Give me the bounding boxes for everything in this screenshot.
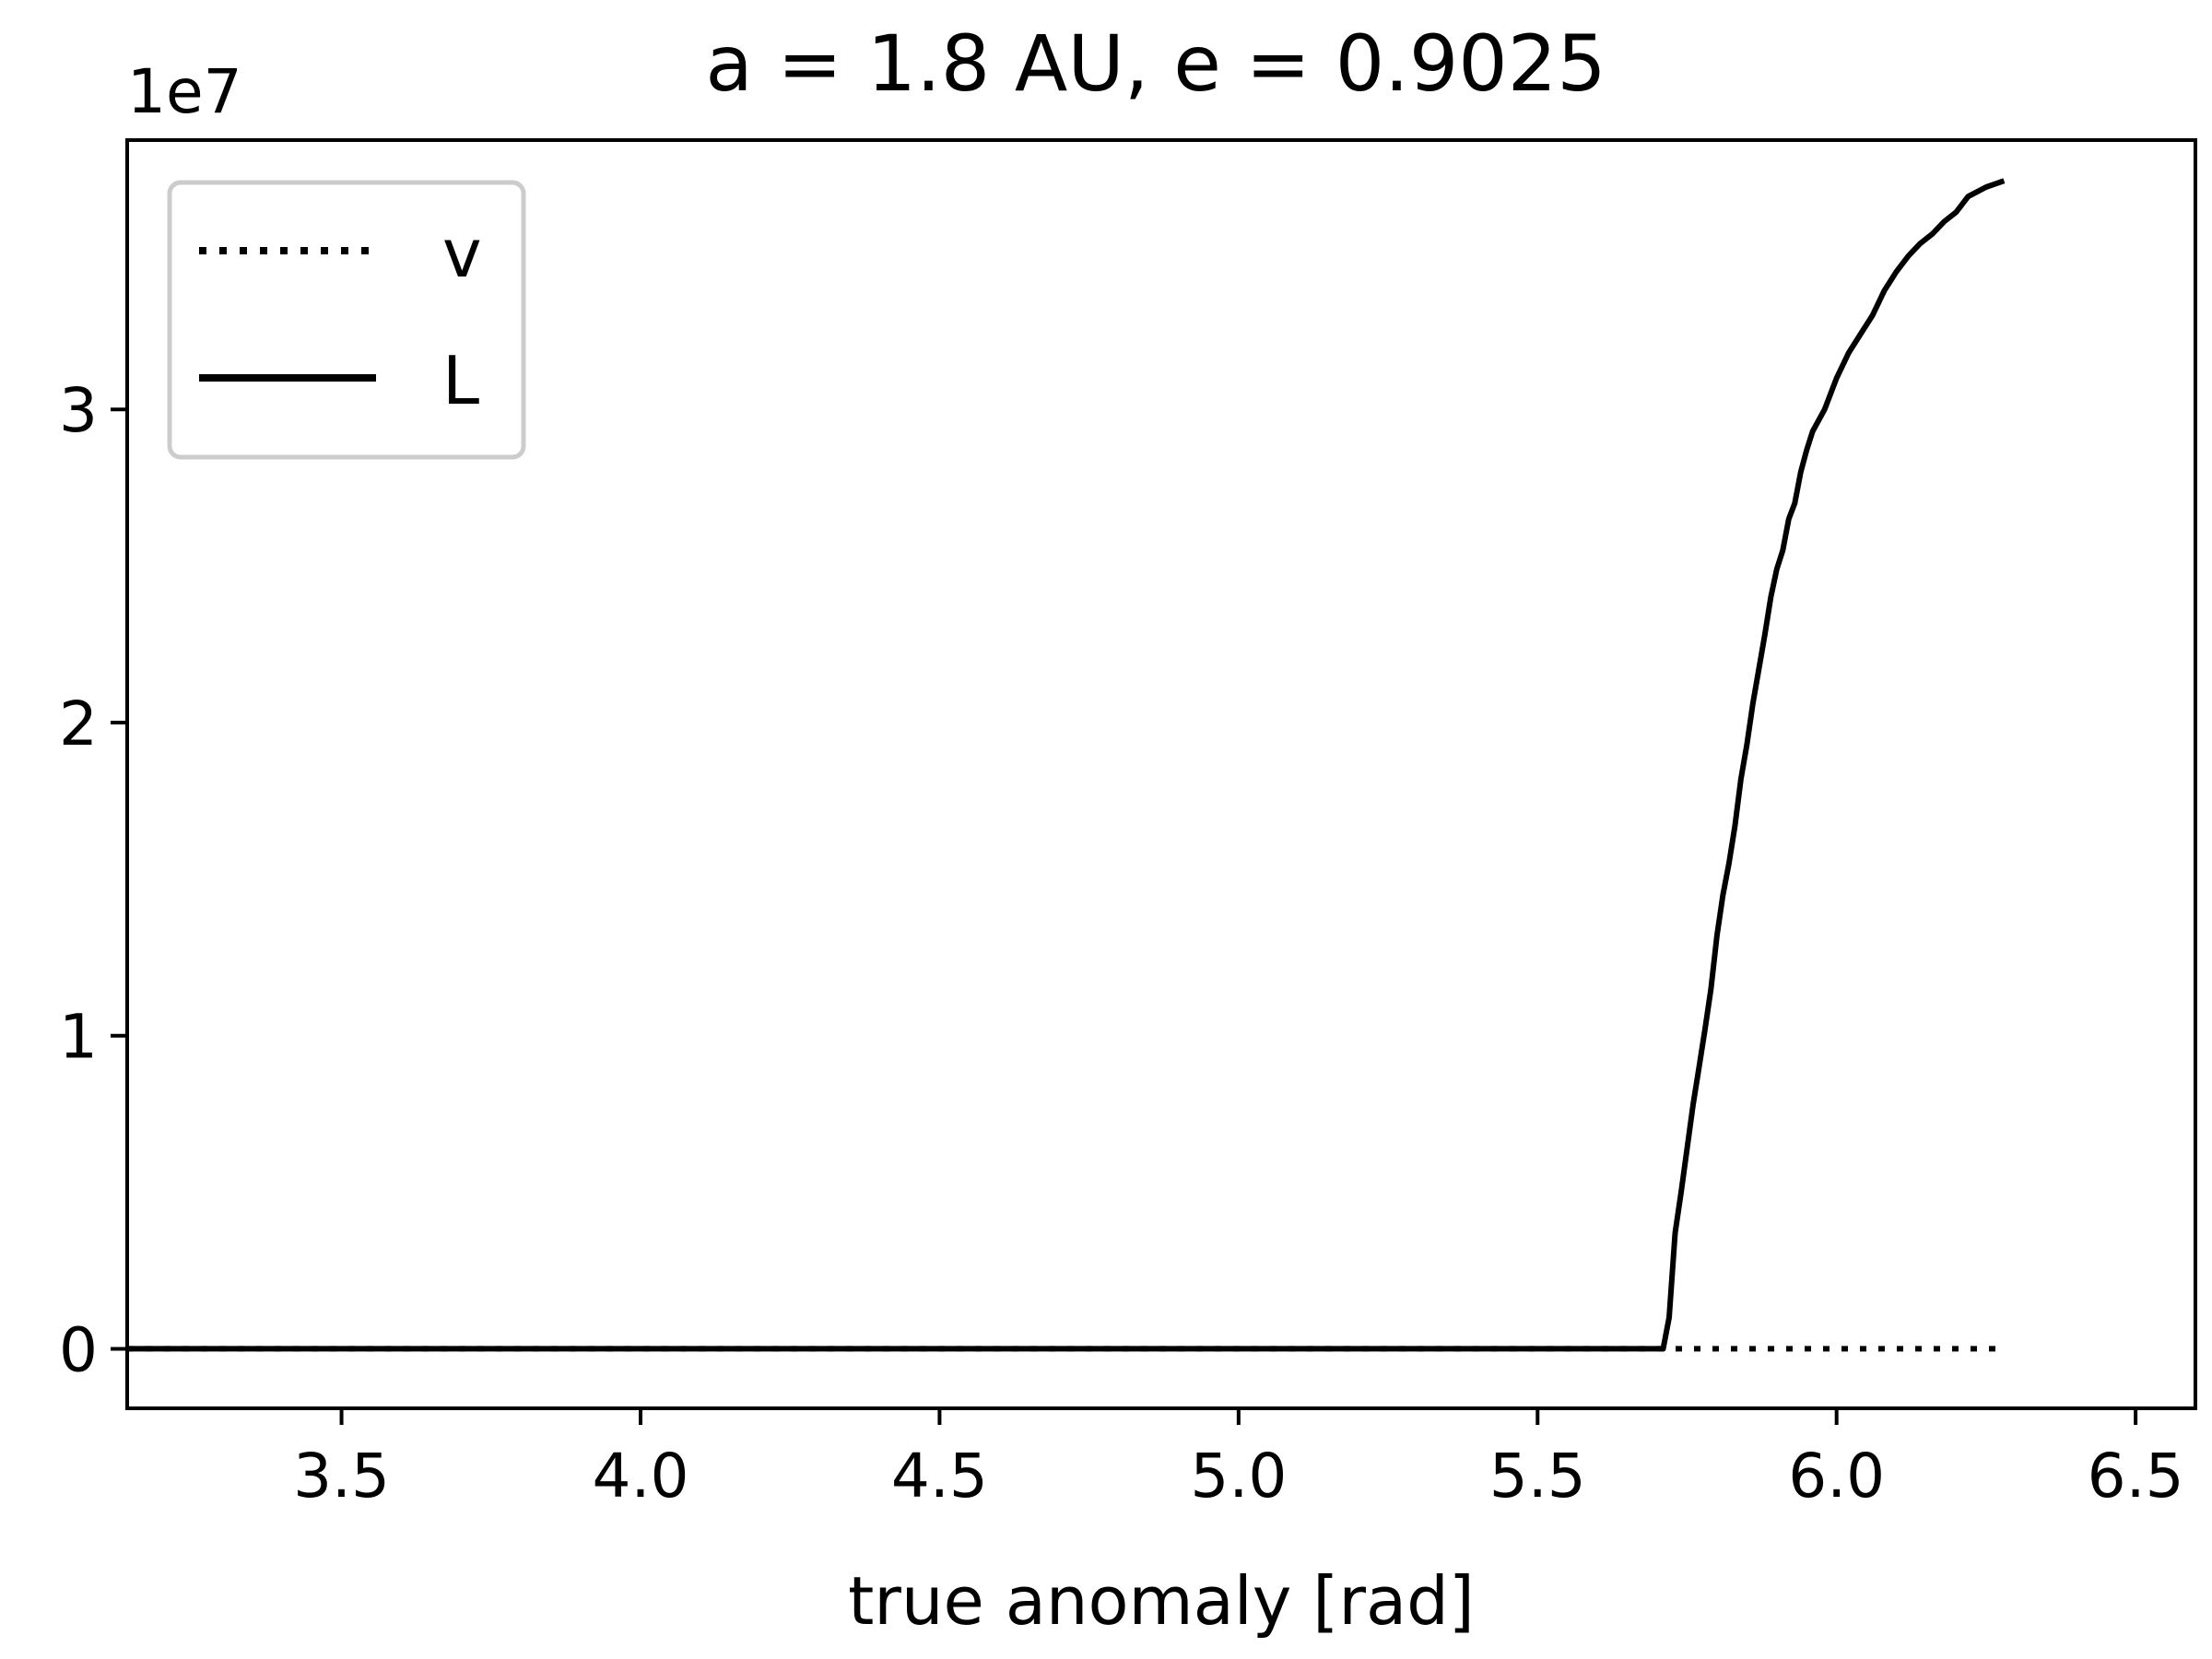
x-tick-label: 6.5 <box>2088 1441 2184 1512</box>
legend-frame <box>167 180 526 460</box>
y-tick-label: 2 <box>59 688 98 759</box>
y-tick-label: 1 <box>59 1002 98 1073</box>
x-tick-label: 6.0 <box>1788 1441 1885 1512</box>
x-tick-label: 5.5 <box>1489 1441 1586 1512</box>
series-layer <box>127 178 2006 1352</box>
y-axis-ticks: 0 1 2 3 <box>59 375 127 1385</box>
x-tick-label: 4.5 <box>891 1441 988 1512</box>
series-line-l <box>127 178 2006 1352</box>
plot-area <box>125 138 2197 1410</box>
y-offset-label: 1e7 <box>127 56 242 127</box>
legend-label-v: v <box>442 215 482 292</box>
x-tick-label: 5.0 <box>1190 1441 1287 1512</box>
x-tick-label: 3.5 <box>293 1441 390 1512</box>
x-tick-label: 4.0 <box>592 1441 688 1512</box>
legend-label-l: L <box>442 342 479 419</box>
chart-title: a = 1.8 AU, e = 0.9025 <box>705 18 1606 109</box>
plot-frame <box>125 138 2197 1410</box>
x-axis-label: true anomaly [rad] <box>848 1562 1475 1640</box>
x-axis-ticks: 3.5 4.0 4.5 5.0 5.5 6.0 6.5 <box>293 1408 2184 1512</box>
legend: v L <box>167 180 526 460</box>
y-tick-label: 0 <box>59 1314 98 1385</box>
y-tick-label: 3 <box>59 375 98 446</box>
